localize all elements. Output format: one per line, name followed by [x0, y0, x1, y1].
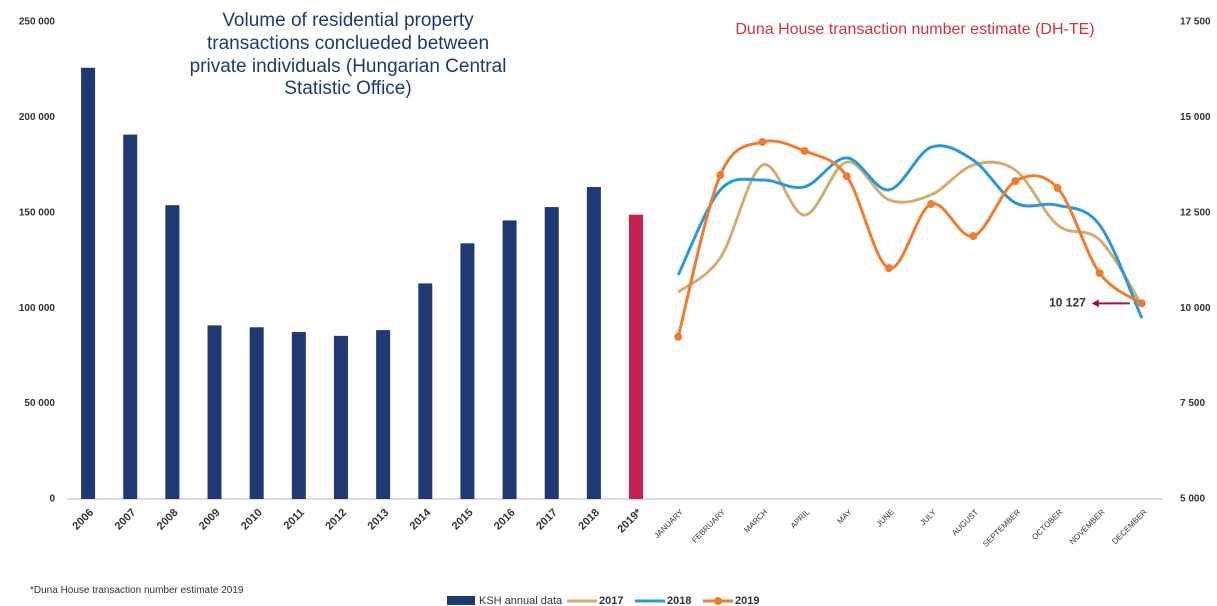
- y2-tick-label: 15 000: [1180, 112, 1211, 123]
- y-tick-label: 250 000: [19, 17, 56, 28]
- x-tick-label: 2014: [408, 506, 434, 532]
- legend-label: 2017: [599, 595, 623, 606]
- legend-marker: [714, 597, 722, 605]
- x-tick-label: 2015: [450, 507, 476, 533]
- bar: [586, 187, 601, 500]
- y-tick-label: 150 000: [19, 207, 56, 218]
- marker: [674, 332, 683, 341]
- bar: [629, 214, 644, 499]
- y2-tick-label: 7 500: [1180, 398, 1205, 409]
- x-tick-label: 2011: [282, 507, 307, 532]
- legend-label: 2019: [735, 595, 759, 606]
- x-tick-label: MAY: [835, 507, 854, 526]
- bar: [291, 332, 306, 499]
- bar: [207, 325, 222, 499]
- x-tick-label: OCTOBER: [1030, 507, 1064, 541]
- x-tick-label: MARCH: [742, 507, 769, 534]
- bar: [333, 335, 348, 499]
- legend-label: KSH annual data: [479, 595, 563, 606]
- marker: [969, 232, 978, 241]
- x-tick-label: JULY: [918, 507, 938, 527]
- line-title: Duna House transaction number estimate (…: [735, 21, 1095, 38]
- y2-tick-label: 5 000: [1180, 494, 1205, 505]
- bar-title: Volume of residential property transacti…: [189, 10, 507, 100]
- x-tick-label: 2006: [70, 507, 96, 533]
- x-tick-label: 2016: [492, 507, 518, 533]
- bar: [249, 327, 264, 499]
- marker: [1095, 269, 1104, 278]
- bar: [418, 283, 433, 499]
- marker: [1137, 299, 1146, 308]
- x-tick-label: 2009: [197, 507, 223, 533]
- x-tick-label: 2017: [534, 507, 560, 533]
- y-tick-label: 100 000: [19, 303, 56, 314]
- bar: [502, 220, 517, 499]
- x-tick-label: JUNE: [875, 508, 896, 529]
- legend-swatch: [447, 596, 475, 605]
- marker: [716, 171, 725, 180]
- y-tick-label: 200 000: [19, 112, 56, 123]
- x-tick-label: APRIL: [789, 507, 812, 530]
- marker: [842, 172, 851, 181]
- bar: [81, 67, 96, 500]
- legend-label: 2018: [667, 595, 691, 606]
- y2-tick-label: 17 500: [1180, 17, 1211, 28]
- x-tick-label: FEBRUARY: [690, 507, 728, 545]
- bar: [544, 207, 559, 500]
- x-tick-label: 2010: [239, 507, 265, 533]
- x-tick-label: SEPTEMBER: [981, 507, 1022, 548]
- x-tick-label: NOVEMBER: [1068, 507, 1107, 546]
- y2-tick-label: 10 000: [1180, 303, 1211, 314]
- bar: [376, 330, 391, 499]
- x-tick-label: 2012: [323, 507, 349, 533]
- bar: [165, 205, 180, 499]
- marker: [884, 264, 893, 273]
- line-series: [677, 160, 1144, 306]
- x-tick-label: JANUARY: [652, 507, 685, 540]
- marker: [758, 138, 767, 147]
- y-tick-label: 0: [49, 494, 55, 505]
- x-tick-label: 2013: [366, 507, 392, 533]
- marker: [800, 146, 809, 155]
- x-tick-label: AUGUST: [950, 507, 980, 537]
- marker: [927, 200, 936, 209]
- footnote: *Duna House transaction number estimate …: [30, 585, 244, 596]
- marker: [1011, 177, 1020, 186]
- x-tick-label: 2008: [155, 507, 181, 533]
- annotation-label: 10 127: [1049, 296, 1086, 310]
- x-tick-label: DECEMBER: [1110, 507, 1149, 546]
- y2-tick-label: 12 500: [1180, 207, 1211, 218]
- bar: [460, 243, 475, 499]
- x-tick-label: 2019*: [615, 506, 644, 535]
- bar: [123, 134, 138, 499]
- annotation-arrowhead: [1091, 299, 1099, 308]
- x-tick-label: 2007: [113, 507, 139, 533]
- x-tick-label: 2018: [576, 507, 602, 533]
- marker: [1053, 183, 1062, 192]
- y-tick-label: 50 000: [24, 398, 55, 409]
